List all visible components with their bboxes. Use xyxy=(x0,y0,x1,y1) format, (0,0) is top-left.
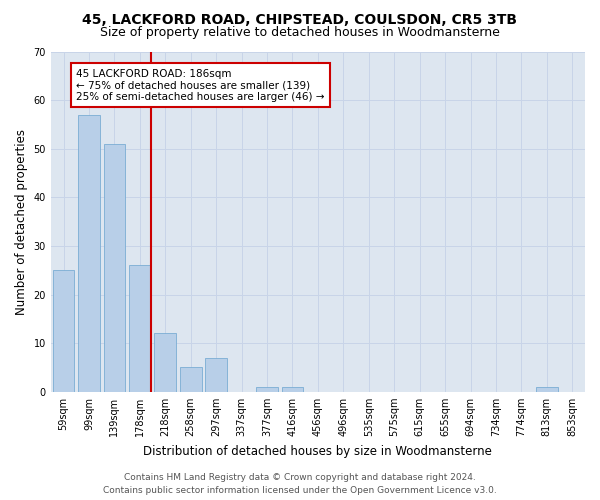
Bar xyxy=(205,358,227,392)
X-axis label: Distribution of detached houses by size in Woodmansterne: Distribution of detached houses by size … xyxy=(143,444,493,458)
Bar xyxy=(129,266,151,392)
Bar xyxy=(256,387,278,392)
Y-axis label: Number of detached properties: Number of detached properties xyxy=(15,128,28,314)
Bar xyxy=(281,387,303,392)
Bar xyxy=(154,334,176,392)
Bar xyxy=(180,368,202,392)
Bar xyxy=(536,387,557,392)
Text: 45, LACKFORD ROAD, CHIPSTEAD, COULSDON, CR5 3TB: 45, LACKFORD ROAD, CHIPSTEAD, COULSDON, … xyxy=(83,12,517,26)
Text: Contains HM Land Registry data © Crown copyright and database right 2024.
Contai: Contains HM Land Registry data © Crown c… xyxy=(103,473,497,495)
Bar xyxy=(104,144,125,392)
Bar xyxy=(53,270,74,392)
Text: 45 LACKFORD ROAD: 186sqm
← 75% of detached houses are smaller (139)
25% of semi-: 45 LACKFORD ROAD: 186sqm ← 75% of detach… xyxy=(76,68,325,102)
Bar xyxy=(78,114,100,392)
Text: Size of property relative to detached houses in Woodmansterne: Size of property relative to detached ho… xyxy=(100,26,500,39)
